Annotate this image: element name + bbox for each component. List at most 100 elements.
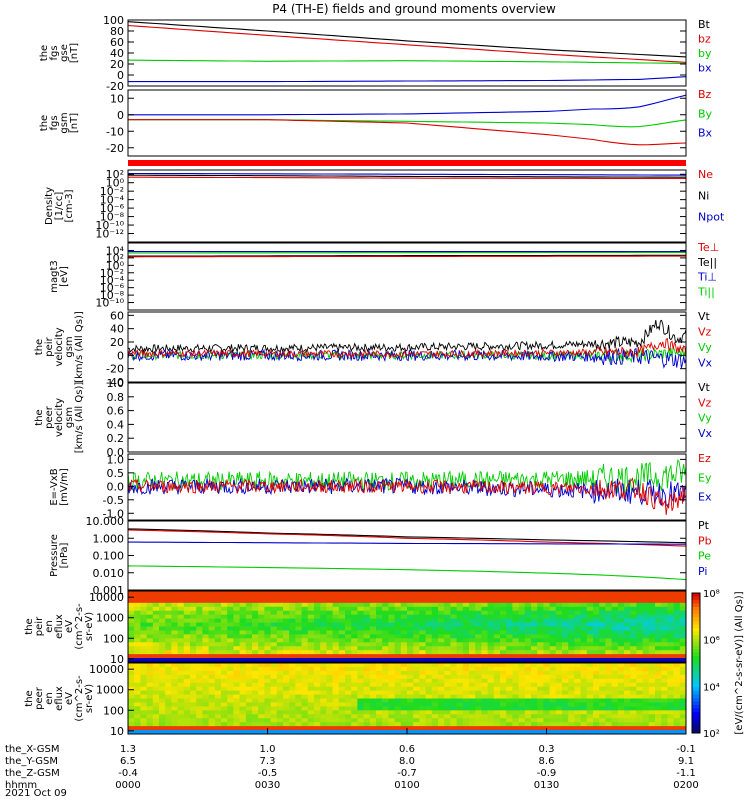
spectrogram-cell	[190, 606, 197, 612]
spectrogram-cell	[642, 710, 650, 715]
spectrogram-cell	[171, 722, 179, 727]
spectrogram-cell	[289, 706, 296, 711]
spectrogram-cell	[140, 670, 148, 676]
spectrogram-cell	[332, 610, 340, 616]
spectrogram-cell	[369, 626, 377, 631]
spectrogram-cell	[177, 654, 185, 659]
spectrogram-cell	[462, 726, 470, 731]
spectrogram-cell	[283, 686, 290, 692]
spectrogram-cell	[320, 678, 327, 684]
spectrogram-cell	[208, 634, 216, 639]
spectrogram-cell	[630, 698, 637, 703]
spectrogram-cell	[586, 702, 594, 707]
spectrogram-cell	[332, 722, 340, 727]
spectrogram-cell	[159, 694, 166, 699]
spectrogram-cell	[655, 663, 662, 668]
spectrogram-cell	[661, 682, 668, 688]
spectrogram-cell	[177, 718, 185, 723]
spectrogram-cell	[531, 598, 538, 604]
spectrogram-cell	[506, 682, 513, 688]
spectrogram-cell	[667, 698, 675, 703]
spectrogram-cell	[233, 650, 241, 655]
spectrogram-cell	[661, 666, 668, 672]
spectrogram-cell	[531, 650, 538, 655]
spectrogram-cell	[307, 670, 315, 676]
spectrogram-cell	[605, 626, 613, 631]
spectrogram-cell	[320, 710, 327, 715]
spectrogram-cell	[221, 690, 228, 696]
spectrogram-cell	[667, 622, 675, 627]
spectrogram-cell	[648, 698, 656, 703]
spectrogram-cell	[475, 726, 482, 731]
spectrogram-cell	[252, 674, 259, 680]
spectrogram-cell	[462, 670, 470, 676]
spectrogram-cell	[214, 690, 222, 696]
spectrogram-cell	[500, 706, 507, 711]
spectrogram-cell	[152, 678, 160, 684]
spectrogram-cell	[190, 722, 197, 727]
spectrogram-cell	[351, 591, 358, 596]
spectrogram-cell	[196, 678, 203, 684]
ytick-label: 1.0	[107, 453, 125, 466]
spectrogram-cell	[152, 714, 160, 719]
spectrogram-cell	[586, 658, 594, 663]
spectrogram-cell	[419, 650, 427, 655]
spectrogram-cell	[469, 666, 476, 672]
spectrogram-cell	[388, 694, 396, 699]
spectrogram-cell	[338, 642, 346, 647]
spectrogram-cell	[543, 710, 551, 715]
spectrogram-cell	[605, 678, 613, 684]
ytick-label: -10	[106, 125, 124, 138]
spectrogram-cell	[574, 646, 582, 651]
spectrogram-cell	[369, 634, 377, 639]
spectrogram-cell	[518, 698, 526, 703]
spectrogram-cell	[394, 694, 402, 699]
spectrogram-cell	[500, 598, 507, 604]
spectrogram-cell	[295, 614, 303, 620]
series-fgs-gse-3	[128, 76, 687, 83]
spectrogram-cell	[140, 602, 148, 608]
spectrogram-cell	[456, 706, 464, 711]
spectrogram-cell	[438, 618, 445, 624]
spectrogram-cell	[462, 638, 470, 643]
spectrogram-cell	[512, 634, 520, 639]
spectrogram-cell	[345, 714, 352, 719]
spectrogram-cell	[450, 606, 458, 612]
spectrogram-cell	[524, 658, 532, 663]
spectrogram-cell	[431, 594, 439, 600]
spectrogram-cell	[233, 598, 241, 604]
legend-pressure: Pi	[698, 565, 707, 578]
spectrogram-cell	[431, 686, 439, 692]
spectrogram-cell	[543, 646, 551, 651]
spectrogram-cell	[642, 663, 650, 668]
spectrogram-cell	[258, 594, 265, 600]
spectrogram-cell	[518, 682, 526, 688]
spectrogram-cell	[227, 646, 234, 651]
spectrogram-cell	[431, 618, 439, 624]
spectrogram-cell	[543, 614, 551, 620]
spectrogram-cell	[543, 698, 551, 703]
spectrogram-cell	[462, 654, 470, 659]
spectrogram-cell	[183, 698, 191, 703]
spectrogram-cell	[183, 726, 191, 731]
spectrogram-cell	[295, 702, 303, 707]
spectrogram-cell	[270, 634, 278, 639]
spectrogram-cell	[642, 686, 650, 692]
spectrogram-cell	[413, 690, 420, 696]
spectrogram-cell	[450, 714, 458, 719]
spectrogram-cell	[667, 702, 675, 707]
spectrogram-cell	[276, 706, 284, 711]
colorbar-cell	[692, 663, 700, 667]
spectrogram-cell	[363, 714, 371, 719]
spectrogram-cell	[134, 622, 141, 627]
spectrogram-cell	[593, 630, 600, 635]
spectrogram-cell	[196, 630, 203, 635]
spectrogram-cell	[190, 591, 197, 596]
spectrogram-cell	[227, 614, 234, 620]
spectrogram-cell	[500, 626, 507, 631]
spectrogram-cell	[636, 694, 644, 699]
spectrogram-cell	[326, 606, 334, 612]
spectrogram-cell	[475, 610, 482, 616]
spectrogram-cell	[555, 598, 563, 604]
spectrogram-cell	[506, 722, 513, 727]
